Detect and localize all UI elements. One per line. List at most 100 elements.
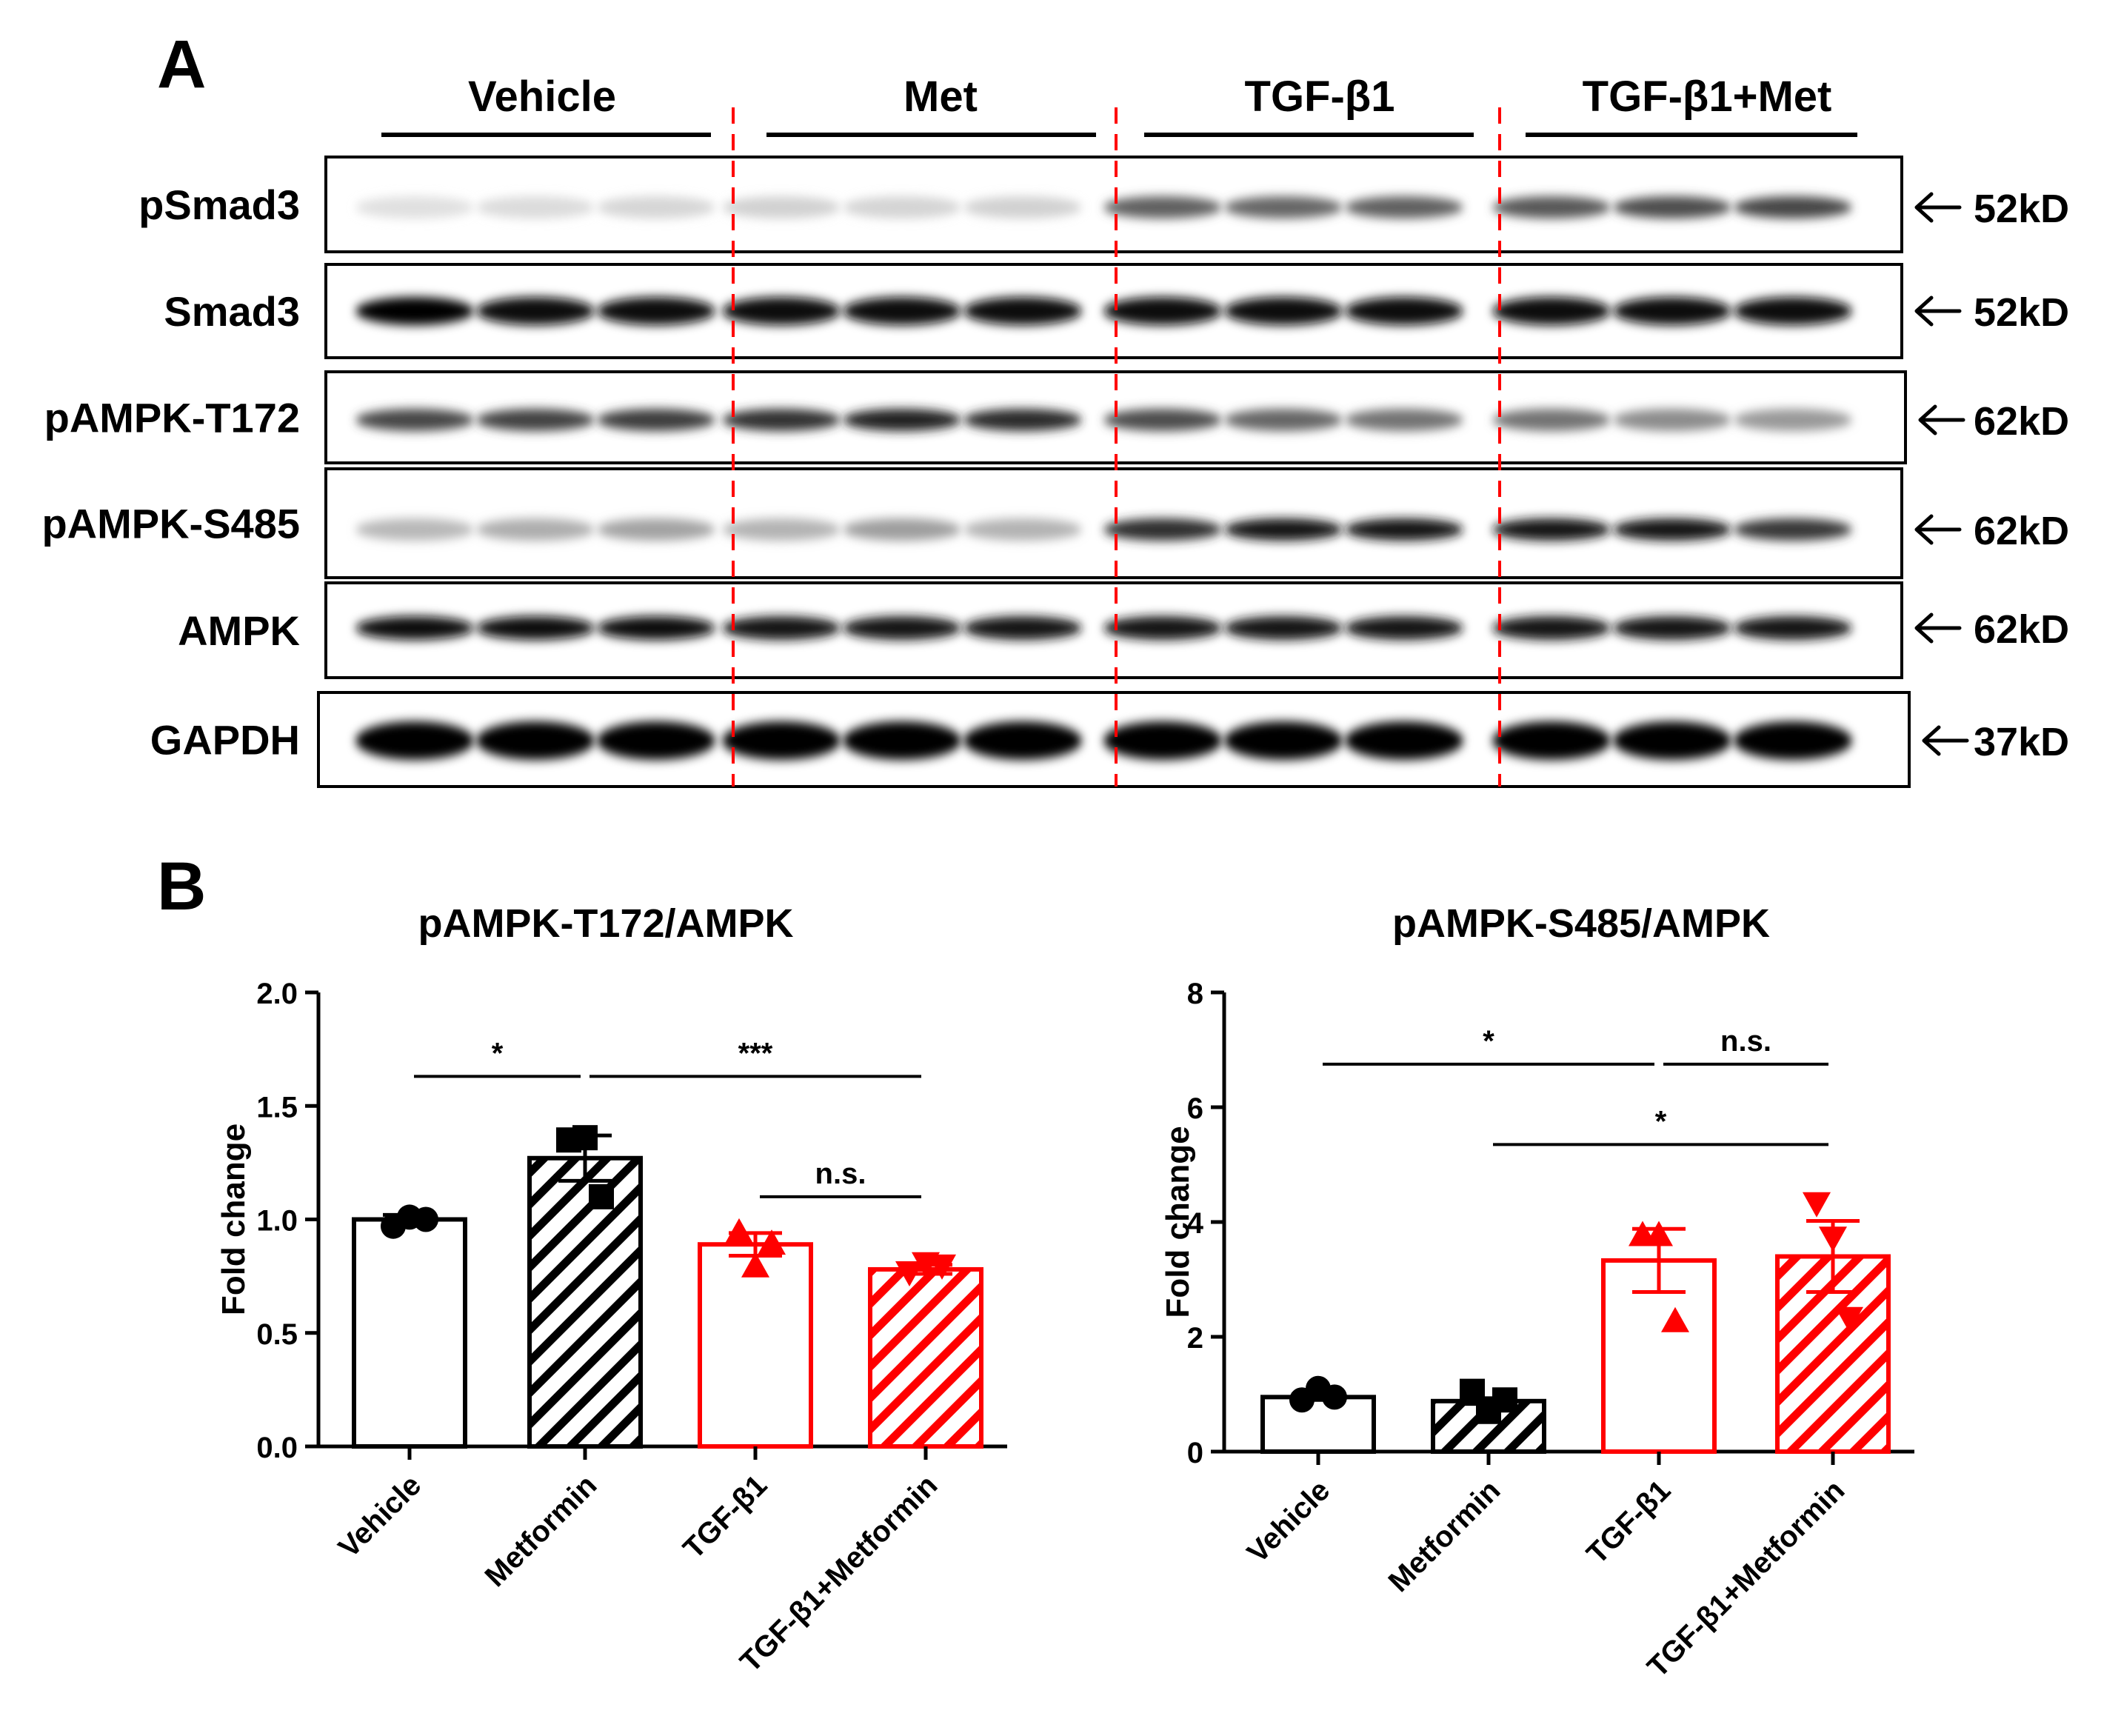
blot-band	[1345, 196, 1463, 218]
blot-label: AMPK	[178, 607, 300, 654]
blot-band	[1492, 409, 1611, 431]
y-tick-label: 6	[1187, 1092, 1203, 1125]
blot-band	[843, 518, 961, 541]
blot-band	[597, 297, 715, 325]
blot-band	[1224, 196, 1343, 218]
group-label-vehicle: Vehicle	[468, 73, 616, 121]
blot-label: pAMPK-T172	[44, 395, 300, 441]
blot-band	[1734, 616, 1852, 640]
blot-band	[355, 409, 474, 431]
chart-title: pAMPK-T172/AMPK	[418, 901, 793, 946]
blot-band	[843, 616, 961, 640]
y-tick-label: 2	[1187, 1322, 1203, 1355]
y-tick-label: 1.0	[256, 1205, 298, 1238]
data-point	[413, 1206, 438, 1232]
blot-band	[476, 196, 595, 218]
blot-band	[963, 409, 1082, 431]
y-tick-label: 8	[1187, 978, 1203, 1010]
data-point	[589, 1184, 614, 1209]
blot-band	[1492, 196, 1611, 218]
blot-band	[1734, 297, 1852, 325]
data-point	[1803, 1192, 1831, 1218]
blot-band	[963, 616, 1082, 640]
blot-band	[1613, 409, 1731, 431]
data-point	[928, 1254, 956, 1280]
blot-band	[1345, 721, 1463, 760]
panel-b-label: B	[157, 849, 206, 924]
blot-band	[1613, 196, 1731, 218]
blot-band	[476, 616, 595, 640]
blot-band	[1103, 297, 1222, 325]
blot-band	[355, 721, 474, 760]
blot-band	[1345, 297, 1463, 325]
blot-band	[843, 297, 961, 325]
group-label-tgfb1: TGF-β1	[1245, 73, 1395, 121]
band-size-label: 62kD	[1974, 399, 2069, 444]
blot-band	[355, 297, 474, 325]
significance-label: ***	[738, 1037, 773, 1069]
blot-band	[722, 196, 841, 218]
blot-label: pSmad3	[138, 181, 300, 228]
group-label-met: Met	[903, 73, 978, 121]
y-tick-label: 0	[1187, 1437, 1203, 1469]
blot-band	[1103, 518, 1222, 541]
x-tick-label: Metformin	[1383, 1474, 1507, 1598]
blot-band	[1734, 721, 1852, 760]
blot-band	[1734, 196, 1852, 218]
blot-band	[1613, 518, 1731, 541]
blot-label: pAMPK-S485	[41, 501, 300, 547]
y-axis-label: Fold change	[1160, 1126, 1196, 1318]
x-tick-label: Metformin	[479, 1469, 604, 1593]
bar	[527, 1155, 643, 1449]
blot-band	[722, 518, 841, 541]
blot-band	[1613, 297, 1731, 325]
data-point	[1322, 1384, 1347, 1410]
blot-band	[963, 196, 1082, 218]
data-point	[1661, 1306, 1689, 1332]
blot-row-gapdh: GAPDH 37kD	[150, 691, 2069, 788]
x-tick-label: TGF-β1+Metformin	[1641, 1474, 1851, 1683]
bar	[1260, 1395, 1376, 1454]
blot-row-pampk-s485: pAMPK-S485 62kD	[41, 467, 2069, 579]
x-tick-label: Vehicle	[1241, 1474, 1337, 1569]
group-headers: Vehicle Met TGF-β1 TGF-β1+Met	[381, 73, 1857, 137]
band-size-label: 37kD	[1974, 720, 2069, 764]
blot-band	[1345, 616, 1463, 640]
blot-band	[597, 196, 715, 218]
blot-band	[355, 518, 474, 541]
y-tick-label: 0.0	[256, 1432, 298, 1464]
blot-row-pampk-t172: pAMPK-T172 62kD	[44, 370, 2069, 464]
blot-label: GAPDH	[150, 717, 300, 764]
chart-pampk-s485: pAMPK-S485/AMPK Fold change 0 2 4 6 8 Vehicle Me…	[1160, 901, 1914, 1684]
bar	[352, 1217, 467, 1449]
y-tick-label: 1.5	[256, 1091, 298, 1124]
blot-band	[722, 616, 841, 640]
blot-band	[355, 616, 474, 640]
band-size-label: 62kD	[1974, 607, 2069, 652]
blot-row-ampk: AMPK 62kD	[178, 581, 2069, 679]
x-tick-label: TGF-β1	[1580, 1474, 1677, 1570]
data-point	[572, 1125, 598, 1151]
data-point	[1492, 1387, 1517, 1413]
y-axis-label: Fold change	[216, 1124, 252, 1315]
blot-band	[355, 196, 474, 218]
blot-band	[1492, 518, 1611, 541]
bar	[868, 1266, 983, 1449]
chart-title: pAMPK-S485/AMPK	[1392, 901, 1770, 946]
blot-band	[597, 518, 715, 541]
blot-band	[1103, 409, 1222, 431]
blot-band	[1224, 297, 1343, 325]
blot-band	[722, 721, 841, 760]
data-point	[758, 1229, 786, 1255]
blot-band	[1492, 721, 1611, 760]
blot-band	[1613, 616, 1731, 640]
data-point	[725, 1218, 753, 1243]
blot-band	[1224, 616, 1343, 640]
band-size-label: 62kD	[1974, 509, 2069, 553]
x-tick-label: Vehicle	[333, 1469, 428, 1564]
y-tick-label: 2.0	[256, 978, 298, 1010]
y-tick-label: 0.5	[256, 1318, 298, 1351]
blot-band	[597, 409, 715, 431]
